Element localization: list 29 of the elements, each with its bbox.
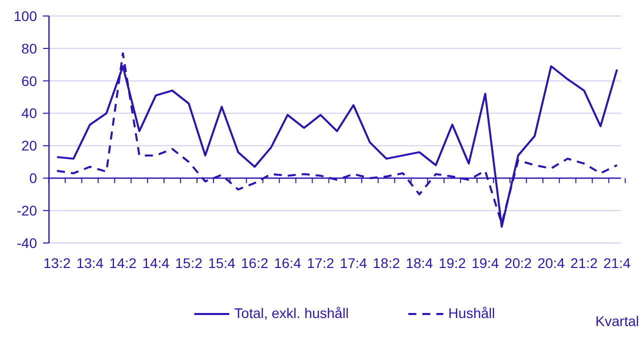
x-tick-label: 20:2: [504, 255, 532, 271]
y-tick-label: 60: [21, 72, 38, 89]
x-tick-label: 21:4: [603, 255, 631, 271]
legend-label: Hushåll: [448, 305, 496, 321]
x-tick-label: 15:2: [175, 255, 203, 271]
x-tick-label: 18:2: [372, 255, 400, 271]
y-tick-label: -20: [16, 202, 38, 218]
x-tick-label: 14:4: [142, 255, 170, 271]
x-axis-title: Kvartal: [595, 313, 639, 329]
y-tick-label: 100: [14, 8, 38, 24]
y-tick-label: 0: [29, 170, 38, 186]
x-tick-label: 18:4: [406, 255, 434, 271]
y-tick-label: 80: [21, 40, 38, 56]
y-tick-label: 40: [21, 105, 38, 122]
x-tick-label: 13:2: [43, 255, 71, 271]
x-tick-label: 17:2: [306, 255, 334, 271]
x-tick-label: 15:4: [208, 255, 236, 271]
x-tick-label: 20:4: [537, 255, 565, 271]
x-tick-label: 14:2: [109, 255, 137, 271]
x-tick-label: 17:4: [340, 255, 368, 271]
x-tick-label: 16:4: [274, 255, 302, 271]
x-tick-label: 13:4: [76, 255, 104, 271]
legend-label: Total, exkl. hushåll: [234, 305, 349, 321]
y-tick-label: 20: [21, 138, 38, 154]
x-tick-label: 21:2: [570, 255, 598, 271]
x-tick-label: 19:2: [438, 255, 466, 271]
x-tick-label: 16:2: [241, 255, 268, 271]
y-tick-label: -40: [16, 234, 38, 251]
x-tick-label: 19:4: [472, 255, 500, 271]
